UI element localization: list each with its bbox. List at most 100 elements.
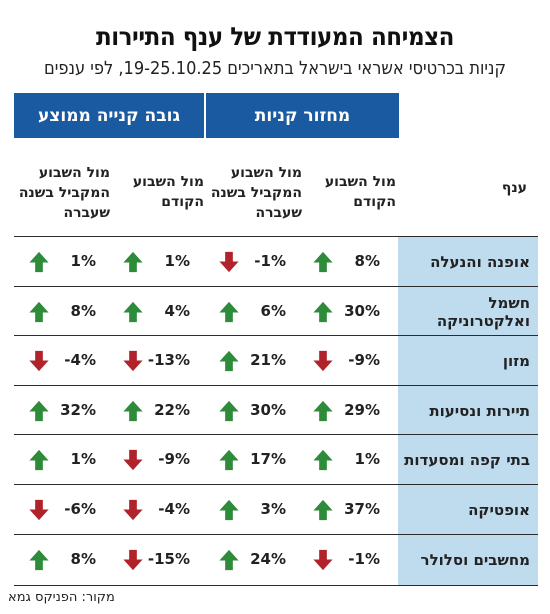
value-cell: 30%	[302, 287, 394, 337]
value-cell: 32%	[18, 386, 110, 436]
value-cell: 29%	[302, 386, 394, 436]
value-cell: 1%	[112, 237, 204, 287]
arrow-down-icon	[123, 499, 143, 521]
arrow-up-icon	[29, 301, 49, 322]
column-header-avg-prev-week: מול השבוע הקודם	[132, 174, 204, 210]
percent-value: 1%	[70, 252, 96, 270]
value-cell: 1%	[18, 237, 110, 287]
value-cell: 30%	[208, 386, 300, 436]
percent-value: 3%	[260, 500, 286, 518]
value-cell: -13%	[112, 336, 204, 386]
arrow-up-icon	[313, 450, 333, 471]
column-header-volume-prev-week: מול השבוע הקודם	[324, 174, 396, 210]
branch-label: בתי קפה ומסעדות	[398, 435, 538, 486]
value-cell: 8%	[302, 237, 394, 287]
value-cell: 1%	[302, 435, 394, 485]
percent-value: -6%	[64, 500, 96, 518]
arrow-up-icon	[123, 251, 143, 273]
value-cell: -15%	[112, 535, 204, 585]
percent-value: 1%	[70, 450, 96, 469]
arrow-down-icon	[123, 549, 143, 570]
group-header-purchase-volume: מחזור קניות	[206, 93, 399, 138]
table-row: תיירות ונסיעות 29% 30% 22% 32%	[14, 384, 538, 436]
value-cell: -1%	[302, 535, 394, 585]
percent-value: 30%	[250, 400, 286, 419]
value-cell: 6%	[208, 287, 300, 337]
arrow-up-icon	[313, 301, 333, 322]
arrow-up-icon	[313, 400, 333, 421]
table-row: חשמל ואלקטרוניקה 30% 6% 4% 8%	[14, 285, 538, 337]
value-cell: 1%	[18, 435, 110, 485]
value-cell: -9%	[112, 435, 204, 485]
arrow-down-icon	[29, 351, 49, 372]
arrow-up-icon	[313, 499, 333, 521]
percent-value: -9%	[158, 450, 190, 469]
column-header-branch: ענף	[501, 180, 527, 196]
arrow-up-icon	[123, 301, 143, 322]
arrow-up-icon	[123, 400, 143, 421]
percent-value: -13%	[147, 351, 190, 370]
percent-value: 17%	[250, 450, 286, 469]
arrow-down-icon	[313, 549, 333, 570]
value-cell: 22%	[112, 386, 204, 436]
arrow-down-icon	[123, 351, 143, 372]
value-cell: -4%	[18, 336, 110, 386]
percent-value: 29%	[344, 400, 380, 419]
arrow-up-icon	[219, 499, 239, 521]
percent-value: 8%	[354, 252, 380, 270]
arrow-down-icon	[29, 499, 49, 521]
percent-value: -4%	[158, 500, 190, 518]
arrow-up-icon	[29, 400, 49, 421]
percent-value: 30%	[344, 301, 380, 320]
arrow-up-icon	[313, 251, 333, 273]
percent-value: -15%	[147, 549, 190, 568]
value-cell: 8%	[18, 535, 110, 585]
percent-value: 6%	[260, 301, 286, 320]
chart-title: הצמיחה המעודדת של ענף התיירות	[95, 22, 455, 51]
arrow-up-icon	[29, 549, 49, 570]
table-row: מזון -9% 21% -13% -4%	[14, 335, 538, 387]
branch-label: תיירות ונסיעות	[398, 385, 538, 436]
percent-value: -1%	[348, 549, 380, 568]
branch-label: אופנה והנעלה	[398, 237, 538, 287]
percent-value: 8%	[70, 549, 96, 568]
percent-value: -1%	[254, 252, 286, 270]
value-cell: 24%	[208, 535, 300, 585]
table-row: אופנה והנעלה 8% -1% 1% 1%	[14, 236, 538, 287]
value-cell: -6%	[18, 485, 110, 535]
percent-value: 1%	[164, 252, 190, 270]
branch-label: חשמל ואלקטרוניקה	[398, 286, 538, 337]
percent-value: -4%	[64, 351, 96, 370]
percent-value: 24%	[250, 549, 286, 568]
value-cell: 37%	[302, 485, 394, 535]
arrow-up-icon	[29, 251, 49, 273]
arrow-up-icon	[219, 351, 239, 372]
source-note: מקור: הפניקס גמא	[8, 590, 115, 605]
percent-value: 21%	[250, 351, 286, 370]
percent-value: 4%	[164, 301, 190, 320]
value-cell: 8%	[18, 287, 110, 337]
value-cell: -9%	[302, 336, 394, 386]
percent-value: 22%	[154, 400, 190, 419]
arrow-up-icon	[219, 450, 239, 471]
table-row: בתי קפה ומסעדות 1% 17% -9% 1%	[14, 434, 538, 486]
value-cell: -1%	[208, 237, 300, 287]
chart-subtitle: קניות בכרטיסי אשראי בישראל בתאריכים 19-2…	[44, 58, 506, 79]
branch-label: מזון	[398, 336, 538, 387]
column-header-avg-last-year: מול השבוע המקביל בשנה שעברה	[18, 165, 110, 221]
table-row: מחשבים וסלולר -1% 24% -15% 8%	[14, 533, 538, 586]
value-cell: 3%	[208, 485, 300, 535]
arrow-down-icon	[123, 450, 143, 471]
table-row: אופטיקה 37% 3% -4% -6%	[14, 484, 538, 535]
arrow-up-icon	[219, 549, 239, 570]
percent-value: 1%	[354, 450, 380, 469]
column-header-volume-last-year: מול השבוע המקביל בשנה שעברה	[210, 165, 302, 221]
value-cell: -4%	[112, 485, 204, 535]
branch-label: אופטיקה	[398, 485, 538, 535]
value-cell: 4%	[112, 287, 204, 337]
arrow-down-icon	[219, 251, 239, 273]
group-header-average-purchase: גובה קנייה ממוצע	[14, 93, 204, 138]
value-cell: 21%	[208, 336, 300, 386]
arrow-up-icon	[219, 400, 239, 421]
percent-value: -9%	[348, 351, 380, 370]
